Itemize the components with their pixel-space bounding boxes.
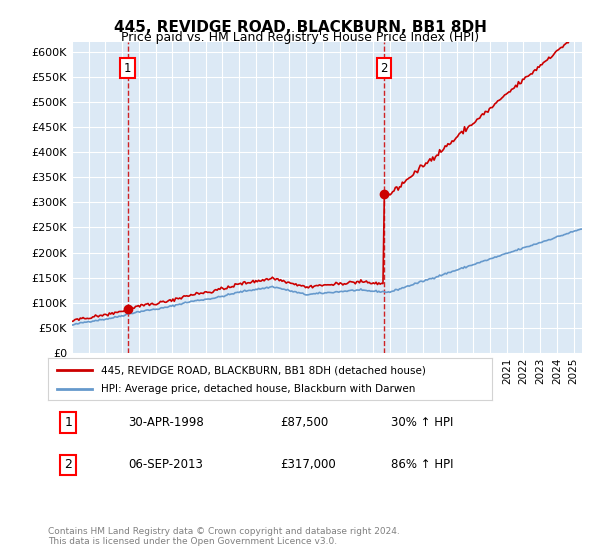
Text: 1: 1 [64, 416, 72, 429]
Text: Contains HM Land Registry data © Crown copyright and database right 2024.
This d: Contains HM Land Registry data © Crown c… [48, 526, 400, 546]
Text: 445, REVIDGE ROAD, BLACKBURN, BB1 8DH: 445, REVIDGE ROAD, BLACKBURN, BB1 8DH [113, 20, 487, 35]
Text: Price paid vs. HM Land Registry's House Price Index (HPI): Price paid vs. HM Land Registry's House … [121, 31, 479, 44]
Text: 30-APR-1998: 30-APR-1998 [128, 416, 205, 429]
Text: £317,000: £317,000 [280, 459, 335, 472]
Text: 86% ↑ HPI: 86% ↑ HPI [391, 459, 453, 472]
Text: 06-SEP-2013: 06-SEP-2013 [128, 459, 203, 472]
Text: 2: 2 [64, 459, 72, 472]
Text: 30% ↑ HPI: 30% ↑ HPI [391, 416, 453, 429]
Text: £87,500: £87,500 [280, 416, 328, 429]
Text: HPI: Average price, detached house, Blackburn with Darwen: HPI: Average price, detached house, Blac… [101, 384, 416, 394]
Text: 2: 2 [380, 62, 388, 74]
Text: 445, REVIDGE ROAD, BLACKBURN, BB1 8DH (detached house): 445, REVIDGE ROAD, BLACKBURN, BB1 8DH (d… [101, 365, 426, 375]
Text: 1: 1 [124, 62, 131, 74]
